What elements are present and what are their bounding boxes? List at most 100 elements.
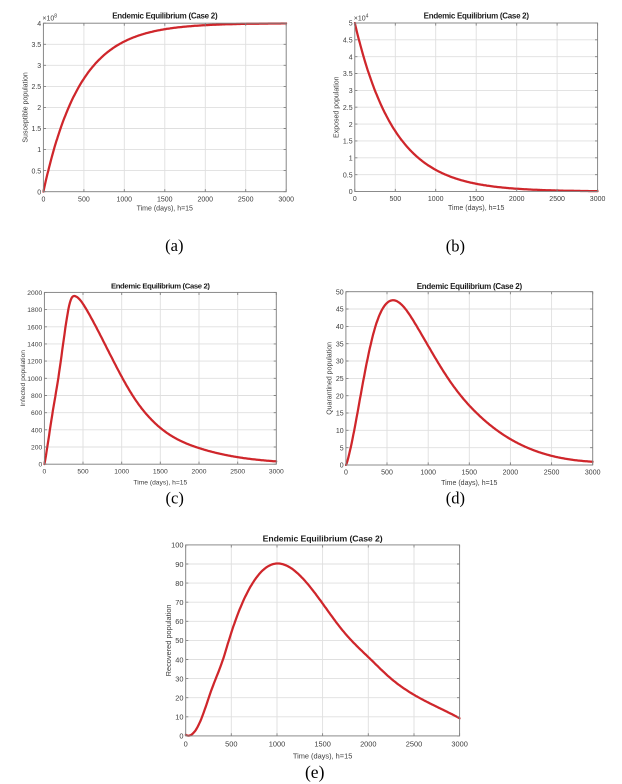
svg-text:1000: 1000: [269, 740, 285, 749]
svg-text:Time (days), h=15: Time (days), h=15: [137, 205, 193, 212]
svg-text:0: 0: [349, 189, 353, 196]
svg-text:Quarantined population: Quarantined population: [327, 342, 334, 415]
svg-text:2000: 2000: [27, 290, 42, 297]
svg-text:3000: 3000: [269, 469, 284, 476]
svg-text:3000: 3000: [451, 740, 467, 749]
svg-text:0: 0: [38, 462, 42, 469]
svg-text:2500: 2500: [549, 196, 565, 203]
svg-text:40: 40: [175, 655, 183, 664]
svg-text:2500: 2500: [544, 470, 560, 477]
svg-text:400: 400: [31, 427, 42, 434]
svg-text:2: 2: [37, 105, 41, 112]
svg-text:Endemic Equilibrium (Case 2): Endemic Equilibrium (Case 2): [417, 282, 523, 291]
svg-text:2000: 2000: [198, 196, 214, 203]
svg-text:Infected population: Infected population: [20, 350, 27, 407]
svg-text:Time (days), h=15: Time (days), h=15: [133, 480, 187, 487]
svg-text:(a): (a): [165, 236, 183, 255]
svg-text:2000: 2000: [360, 740, 376, 749]
svg-text:1000: 1000: [117, 196, 133, 203]
svg-text:600: 600: [31, 410, 42, 417]
svg-text:2.5: 2.5: [31, 84, 41, 91]
svg-text:1000: 1000: [114, 469, 129, 476]
svg-text:3.5: 3.5: [343, 71, 353, 78]
svg-text:4: 4: [37, 21, 41, 28]
svg-text:(e): (e): [305, 762, 325, 782]
svg-text:2500: 2500: [230, 469, 245, 476]
svg-text:2500: 2500: [238, 196, 254, 203]
svg-text:1500: 1500: [468, 196, 484, 203]
svg-text:0: 0: [353, 196, 357, 203]
svg-text:1000: 1000: [428, 196, 444, 203]
svg-text:1500: 1500: [153, 469, 168, 476]
svg-text:4.5: 4.5: [343, 38, 353, 45]
svg-text:Susceptible population: Susceptible population: [22, 72, 29, 143]
svg-text:×108: ×108: [42, 14, 57, 23]
svg-text:Exposed population: Exposed population: [334, 76, 341, 138]
svg-text:2500: 2500: [406, 740, 422, 749]
svg-text:500: 500: [77, 469, 88, 476]
svg-text:20: 20: [175, 694, 183, 703]
svg-text:0: 0: [344, 470, 348, 477]
svg-text:2000: 2000: [192, 469, 207, 476]
svg-text:0: 0: [340, 463, 344, 470]
svg-text:30: 30: [175, 674, 183, 683]
svg-text:1.5: 1.5: [31, 126, 41, 133]
svg-text:0.5: 0.5: [343, 172, 353, 179]
svg-text:2000: 2000: [503, 470, 519, 477]
svg-text:500: 500: [381, 470, 393, 477]
svg-text:0: 0: [184, 740, 188, 749]
svg-text:3000: 3000: [590, 196, 606, 203]
svg-text:Endemic Equilibrium (Case 2): Endemic Equilibrium (Case 2): [263, 533, 383, 543]
svg-text:60: 60: [175, 617, 183, 626]
svg-text:2: 2: [349, 122, 353, 129]
svg-text:50: 50: [175, 636, 183, 645]
svg-text:1.5: 1.5: [343, 139, 353, 146]
svg-text:1600: 1600: [27, 324, 42, 331]
svg-text:70: 70: [175, 598, 183, 607]
svg-text:4: 4: [349, 54, 353, 61]
svg-text:0: 0: [179, 732, 183, 741]
svg-text:1400: 1400: [27, 342, 42, 349]
svg-text:15: 15: [336, 411, 344, 418]
svg-text:Endemic Equilibrium (Case 2): Endemic Equilibrium (Case 2): [112, 12, 218, 21]
svg-text:1: 1: [37, 147, 41, 154]
svg-text:Time (days), h=15: Time (days), h=15: [293, 751, 353, 760]
svg-text:1: 1: [349, 156, 353, 163]
svg-text:1000: 1000: [27, 376, 42, 383]
svg-text:(d): (d): [446, 488, 465, 507]
svg-text:(c): (c): [166, 489, 184, 508]
svg-text:Time (days), h=15: Time (days), h=15: [448, 205, 504, 212]
svg-text:1500: 1500: [462, 470, 478, 477]
svg-text:1200: 1200: [27, 359, 42, 366]
svg-text:1500: 1500: [314, 740, 330, 749]
svg-text:500: 500: [225, 740, 237, 749]
svg-text:800: 800: [31, 393, 42, 400]
svg-text:1800: 1800: [27, 307, 42, 314]
svg-text:50: 50: [336, 289, 344, 296]
svg-text:0: 0: [41, 196, 45, 203]
svg-text:1500: 1500: [157, 196, 173, 203]
svg-text:90: 90: [175, 560, 183, 569]
svg-text:0: 0: [43, 469, 47, 476]
svg-text:Endemic Equilibrium (Case 2): Endemic Equilibrium (Case 2): [424, 12, 530, 21]
svg-text:100: 100: [171, 541, 183, 550]
svg-text:Endemic Equilibrium (Case 2): Endemic Equilibrium (Case 2): [111, 282, 210, 291]
svg-text:500: 500: [78, 196, 90, 203]
svg-text:5: 5: [340, 445, 344, 452]
svg-text:25: 25: [336, 376, 344, 383]
svg-text:200: 200: [31, 445, 42, 452]
svg-text:Time (days), h=15: Time (days), h=15: [441, 480, 497, 487]
svg-text:80: 80: [175, 579, 183, 588]
svg-text:30: 30: [336, 359, 344, 366]
svg-text:10: 10: [175, 713, 183, 722]
svg-text:3000: 3000: [278, 196, 294, 203]
svg-text:10: 10: [336, 428, 344, 435]
svg-text:3.5: 3.5: [31, 42, 41, 49]
svg-text:1000: 1000: [420, 470, 436, 477]
svg-text:3: 3: [37, 63, 41, 70]
svg-text:0.5: 0.5: [31, 168, 41, 175]
svg-text:2000: 2000: [509, 196, 525, 203]
svg-text:Recovered population: Recovered population: [164, 604, 173, 676]
svg-text:45: 45: [336, 307, 344, 314]
svg-text:35: 35: [336, 341, 344, 348]
